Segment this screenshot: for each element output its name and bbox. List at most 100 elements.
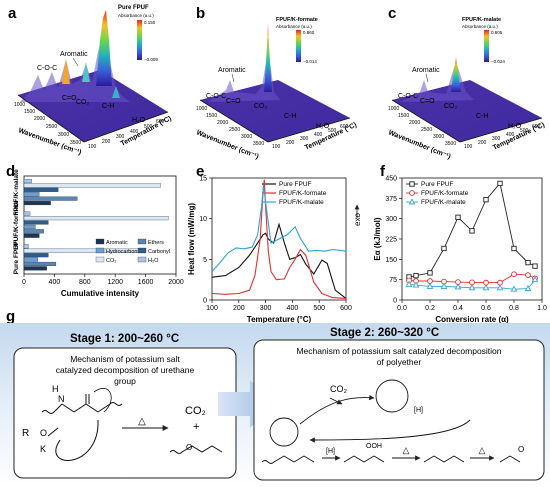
svg-text:300: 300: [492, 136, 501, 142]
colorbar-a: [137, 20, 142, 60]
x-ticks-b: 1000 1500 2000 2500 3000 3500: [196, 106, 264, 147]
x-tick-label: 800: [79, 279, 91, 286]
heat-symbol-1: △: [138, 416, 146, 427]
data-point: [496, 284, 504, 291]
x-tick-label: 500: [313, 305, 325, 312]
panel-e-letter: e: [196, 163, 204, 180]
scale-min-a: −0.009: [144, 57, 158, 62]
heat-symbol-2: △: [403, 445, 410, 455]
svg-text:200: 200: [478, 140, 487, 146]
mech2-line1: Mechanism of potassium salt catalyzed de…: [296, 346, 501, 356]
legend-label: CO₂: [106, 258, 116, 264]
group-label: FPUF/K-malate: [13, 169, 20, 216]
data-point: [532, 263, 538, 269]
scale-min-c: −0.024: [491, 59, 505, 64]
mech2-line2: of polyether: [377, 357, 422, 367]
mech1-line2: catalyzed decomposition of urethane: [56, 365, 195, 375]
aldehyde-product: [499, 455, 521, 463]
svg-text:600: 600: [156, 119, 165, 125]
data-point: [413, 272, 419, 279]
scale-max-a: 0.150: [144, 20, 156, 25]
group-label: FPUF/K-formate: [13, 200, 20, 250]
bar: [23, 257, 38, 262]
panel-f-letter: f: [380, 163, 386, 180]
svg-text:400: 400: [130, 129, 139, 135]
legend-swatch: [137, 247, 147, 254]
map-title-b: FPUF/K-formate: [276, 17, 318, 23]
x-axis-label: Conversion rate (α): [435, 315, 509, 324]
scale-max-b: 0.860: [303, 30, 315, 35]
svg-text:2000: 2000: [409, 120, 420, 126]
map-title-a: Pure FPUF: [118, 5, 149, 11]
svg-text:100: 100: [88, 144, 97, 150]
panel-a-letter: a: [8, 5, 17, 22]
data-point: [454, 283, 462, 290]
hydroperoxide-chain: [343, 455, 385, 463]
data-point: [525, 259, 531, 266]
svg-text:3000: 3000: [433, 134, 444, 140]
svg-text:300: 300: [116, 134, 125, 140]
svg-text:1500: 1500: [206, 113, 217, 119]
bar: [23, 196, 78, 201]
panel-e: e exo 100 200 300 400 500 600 0 5 10 15 Temperatur…: [187, 163, 362, 324]
y-tick-label: 75: [389, 277, 397, 284]
y-tick-label: 0: [203, 298, 207, 305]
peak-label-ch: C-H: [284, 113, 296, 120]
series-line: [211, 184, 347, 272]
heat-symbol-3: △: [479, 445, 486, 455]
alkoxy-chain: [423, 455, 465, 463]
peak-label-co: C=O: [226, 98, 241, 105]
scale-min-b: −0.014: [303, 59, 317, 64]
atom-o: O: [40, 428, 47, 438]
svg-text:1000: 1000: [388, 106, 399, 112]
bar: [23, 224, 36, 229]
legend-label: FPUF/K-malate: [421, 199, 466, 206]
panel-g: g Stage 1: 200~260 °C Stage 2: 260~320 °…: [0, 308, 550, 487]
y-tick-label: 450: [385, 176, 397, 183]
data-point: [409, 181, 415, 187]
exo-label: exo: [353, 213, 362, 226]
panel-c: c Aromatic C-O-C C=O CO₂ C-H H₂O 1000 15…: [387, 5, 546, 161]
scale-title-c: Absorbance (a.u.): [462, 24, 498, 29]
y-axis-label: Eα (kJ/mol): [373, 217, 382, 260]
panel-b-letter: b: [196, 5, 205, 22]
data-point: [405, 280, 413, 287]
x-tick-label: 400: [49, 279, 61, 286]
x-tick-label: 0.2: [425, 305, 435, 312]
panel-b: b Aromatic C-O-C C=O CO₂ C-H H₂O 1000 15…: [195, 5, 358, 161]
plus-sign: +: [193, 421, 199, 433]
bar: [23, 220, 49, 225]
svg-text:2500: 2500: [46, 124, 57, 130]
y-tick-label: 225: [385, 237, 397, 244]
x-tick-label: 600: [340, 305, 352, 312]
legend-swatch: [137, 238, 147, 245]
svg-text:500: 500: [328, 128, 337, 134]
legend-label: FPUF/K-formate: [279, 190, 327, 197]
legend-swatch: [95, 238, 105, 245]
x-tick-label: 100: [206, 305, 218, 312]
x-tick-label: 300: [260, 305, 272, 312]
atom-h: H: [52, 384, 59, 394]
svg-text:2000: 2000: [217, 120, 228, 126]
ooh-label: OOH: [366, 443, 382, 450]
x-tick-label: 1200: [107, 279, 123, 286]
bar: [23, 187, 59, 192]
radical-cycle-left: [269, 417, 299, 447]
svg-text:1000: 1000: [196, 106, 207, 112]
legend-label: Hydrocarbons: [106, 249, 140, 255]
y-ticks-b: 100 200 300 400 500 600: [272, 124, 349, 150]
panel-c-letter: c: [388, 5, 396, 22]
x-tick-label: 1.0: [537, 305, 547, 312]
svg-text:2500: 2500: [229, 127, 240, 133]
svg-text:600: 600: [340, 124, 349, 130]
data-point: [525, 272, 531, 278]
bar: [23, 211, 31, 216]
bar: [23, 216, 169, 221]
peak-label-co: C=O: [420, 98, 435, 105]
svg-text:300: 300: [300, 136, 309, 142]
x-tick-label: 0.6: [481, 305, 491, 312]
legend-label: Pure FPUF: [279, 181, 312, 188]
data-point: [468, 284, 476, 291]
peak-label-aromatic: Aromatic: [412, 67, 440, 74]
legend-swatch: [95, 247, 105, 254]
